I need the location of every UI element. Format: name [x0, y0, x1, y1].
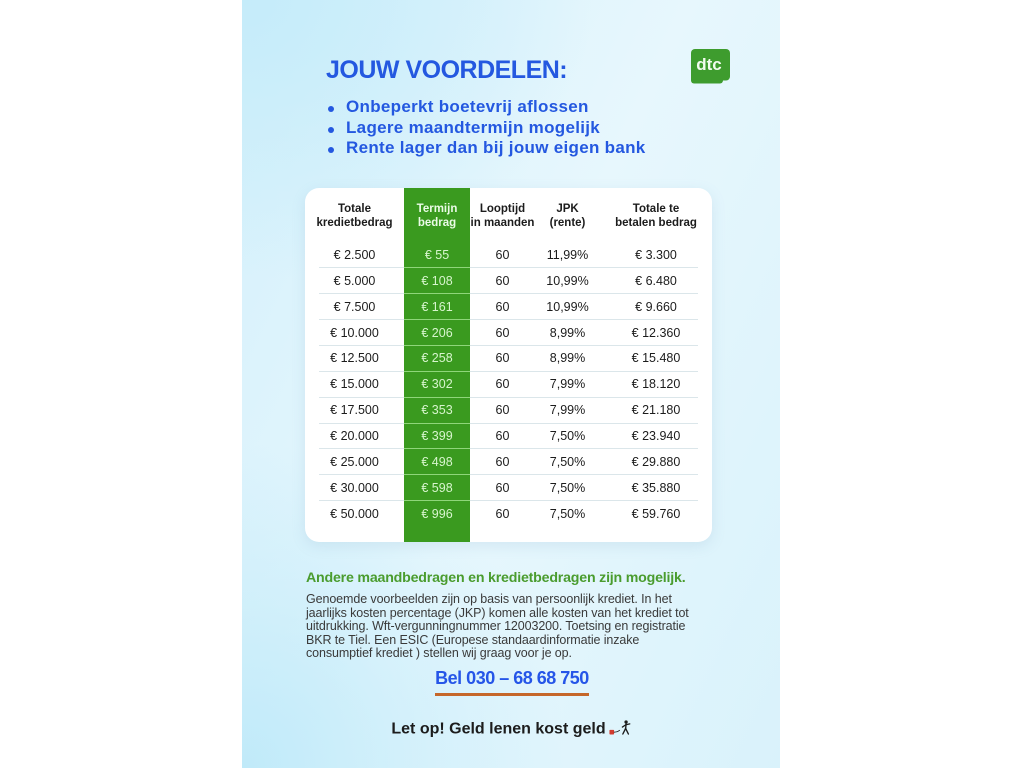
- svg-text:dtc: dtc: [696, 55, 722, 74]
